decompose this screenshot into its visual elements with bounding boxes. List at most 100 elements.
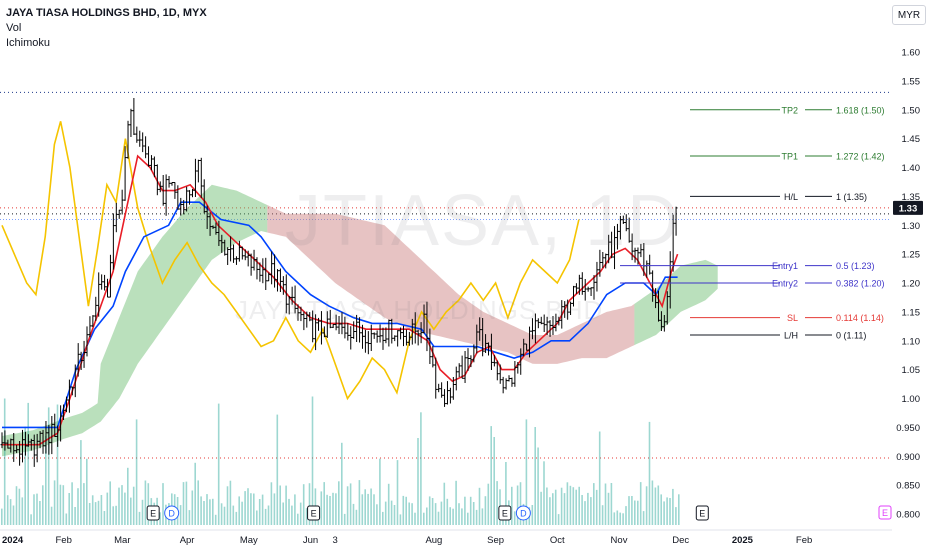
fibonacci-levels: TP2 1.618 (1.50) TP1 1.272 (1.42) H/L 1 (1.35… xyxy=(620,105,885,340)
indicator-volume-label[interactable]: Vol xyxy=(6,22,22,34)
fib-level-tag: Entry2 xyxy=(772,279,798,289)
volume-bar xyxy=(578,486,580,525)
volume-bar xyxy=(358,480,361,525)
volume-bar xyxy=(200,496,202,525)
fib-level-tag: L/H xyxy=(784,330,798,340)
fib-level-tag: SL xyxy=(787,313,798,323)
time-axis-tick-label: Feb xyxy=(796,535,812,546)
time-axis-tick-label: 3 xyxy=(333,535,338,546)
ichimoku-cloud-bullish xyxy=(634,259,718,346)
volume-bar xyxy=(511,486,513,525)
time-axis-tick-label: Dec xyxy=(672,535,689,546)
volume-bar xyxy=(229,480,232,525)
volume-bar xyxy=(12,505,15,525)
volume-bar xyxy=(270,482,273,525)
event-marker-dividend[interactable] xyxy=(515,505,531,521)
volume-bar xyxy=(604,483,607,525)
volume-bar xyxy=(250,493,252,525)
volume-bar xyxy=(212,498,214,525)
volume-bar xyxy=(461,508,463,525)
volume-bar xyxy=(569,485,572,525)
volume-bar xyxy=(109,481,111,525)
symbol-title[interactable]: JAYA TIASA HOLDINGS BHD, 1D, MYX xyxy=(6,7,207,19)
volume-bar xyxy=(560,487,563,525)
fib-level-ratio: 1.618 (1.50) xyxy=(836,105,885,115)
currency-button[interactable]: MYR xyxy=(892,5,926,25)
volume-bar xyxy=(622,513,624,525)
volume-bar xyxy=(639,482,642,525)
volume-bar xyxy=(80,440,82,525)
volume-bar xyxy=(546,487,548,525)
event-marker-earnings[interactable] xyxy=(695,505,709,521)
volume-bar xyxy=(669,498,671,525)
volume-bar xyxy=(203,501,205,525)
time-axis-tick-label: Apr xyxy=(180,535,195,546)
volume-bar xyxy=(590,497,592,525)
volume-bar xyxy=(311,396,314,525)
volume-bar xyxy=(396,460,399,525)
price-axis-tick-label: 1.35 xyxy=(902,192,921,203)
volume-bar xyxy=(297,513,299,525)
volume-bar xyxy=(513,511,516,525)
volume-bar xyxy=(144,480,147,525)
volume-bar xyxy=(308,483,311,525)
volume-bar xyxy=(3,398,6,525)
volume-bar xyxy=(660,494,662,525)
event-marker-earnings[interactable] xyxy=(146,505,160,521)
volume-bar xyxy=(258,499,261,525)
event-marker-label: E xyxy=(699,509,705,519)
volume-bar xyxy=(223,506,226,525)
volume-bar xyxy=(285,485,287,525)
price-axis-tick-label: 0.850 xyxy=(896,481,920,492)
event-marker-earnings-upcoming[interactable] xyxy=(878,505,892,520)
volume-bar xyxy=(601,505,604,525)
volume-bar xyxy=(36,493,38,525)
price-axis-tick-label: 1.20 xyxy=(902,279,921,290)
event-marker-earnings[interactable] xyxy=(307,505,321,521)
volume-bar xyxy=(220,503,223,525)
candle-series xyxy=(0,98,678,467)
fib-level-ratio: 0.382 (1.20) xyxy=(836,279,885,289)
volume-bar xyxy=(338,481,340,525)
volume-bar xyxy=(678,494,680,525)
volume-bar xyxy=(537,447,539,525)
volume-bar xyxy=(475,509,478,525)
volume-bar xyxy=(428,496,431,525)
volume-bar xyxy=(24,426,26,525)
volume-bar xyxy=(100,495,103,525)
time-axis-tick-label: Nov xyxy=(611,535,628,546)
volume-bar xyxy=(197,480,199,525)
volume-bar xyxy=(379,458,381,525)
event-marker-earnings[interactable] xyxy=(498,505,512,521)
time-axis-tick-label: Mar xyxy=(114,535,130,546)
volume-bar xyxy=(59,484,62,525)
price-axis-tick-label: 1.45 xyxy=(902,134,921,145)
price-axis-tick-label: 1.15 xyxy=(902,307,921,318)
volume-bar xyxy=(484,496,487,525)
time-axis-tick-label: 2025 xyxy=(732,535,754,546)
last-price-value: 1.33 xyxy=(899,203,918,214)
indicator-ichimoku-label[interactable]: Ichimoku xyxy=(6,37,51,49)
volume-bar xyxy=(440,501,443,525)
time-axis-tick-label: May xyxy=(240,535,258,546)
volume-bar xyxy=(405,496,407,525)
event-marker-dividend[interactable] xyxy=(164,505,180,521)
price-axis-tick-label: 1.30 xyxy=(902,221,921,232)
volume-bar xyxy=(323,482,325,525)
volume-bar xyxy=(657,485,660,525)
volume-bar xyxy=(91,495,94,525)
volume-bar xyxy=(209,499,211,525)
volume-bar xyxy=(654,487,657,525)
event-marker-label: E xyxy=(150,509,156,519)
volume-bar xyxy=(27,402,29,525)
volume-bar xyxy=(619,512,621,525)
volume-bar xyxy=(65,513,68,525)
volume-bar xyxy=(247,488,249,525)
price-axis-tick-label: 1.40 xyxy=(902,163,921,174)
volume-bar xyxy=(472,502,475,525)
volume-bar xyxy=(191,490,194,525)
volume-bar xyxy=(264,508,267,525)
volume-bar xyxy=(423,512,425,525)
volume-bar xyxy=(217,403,220,525)
